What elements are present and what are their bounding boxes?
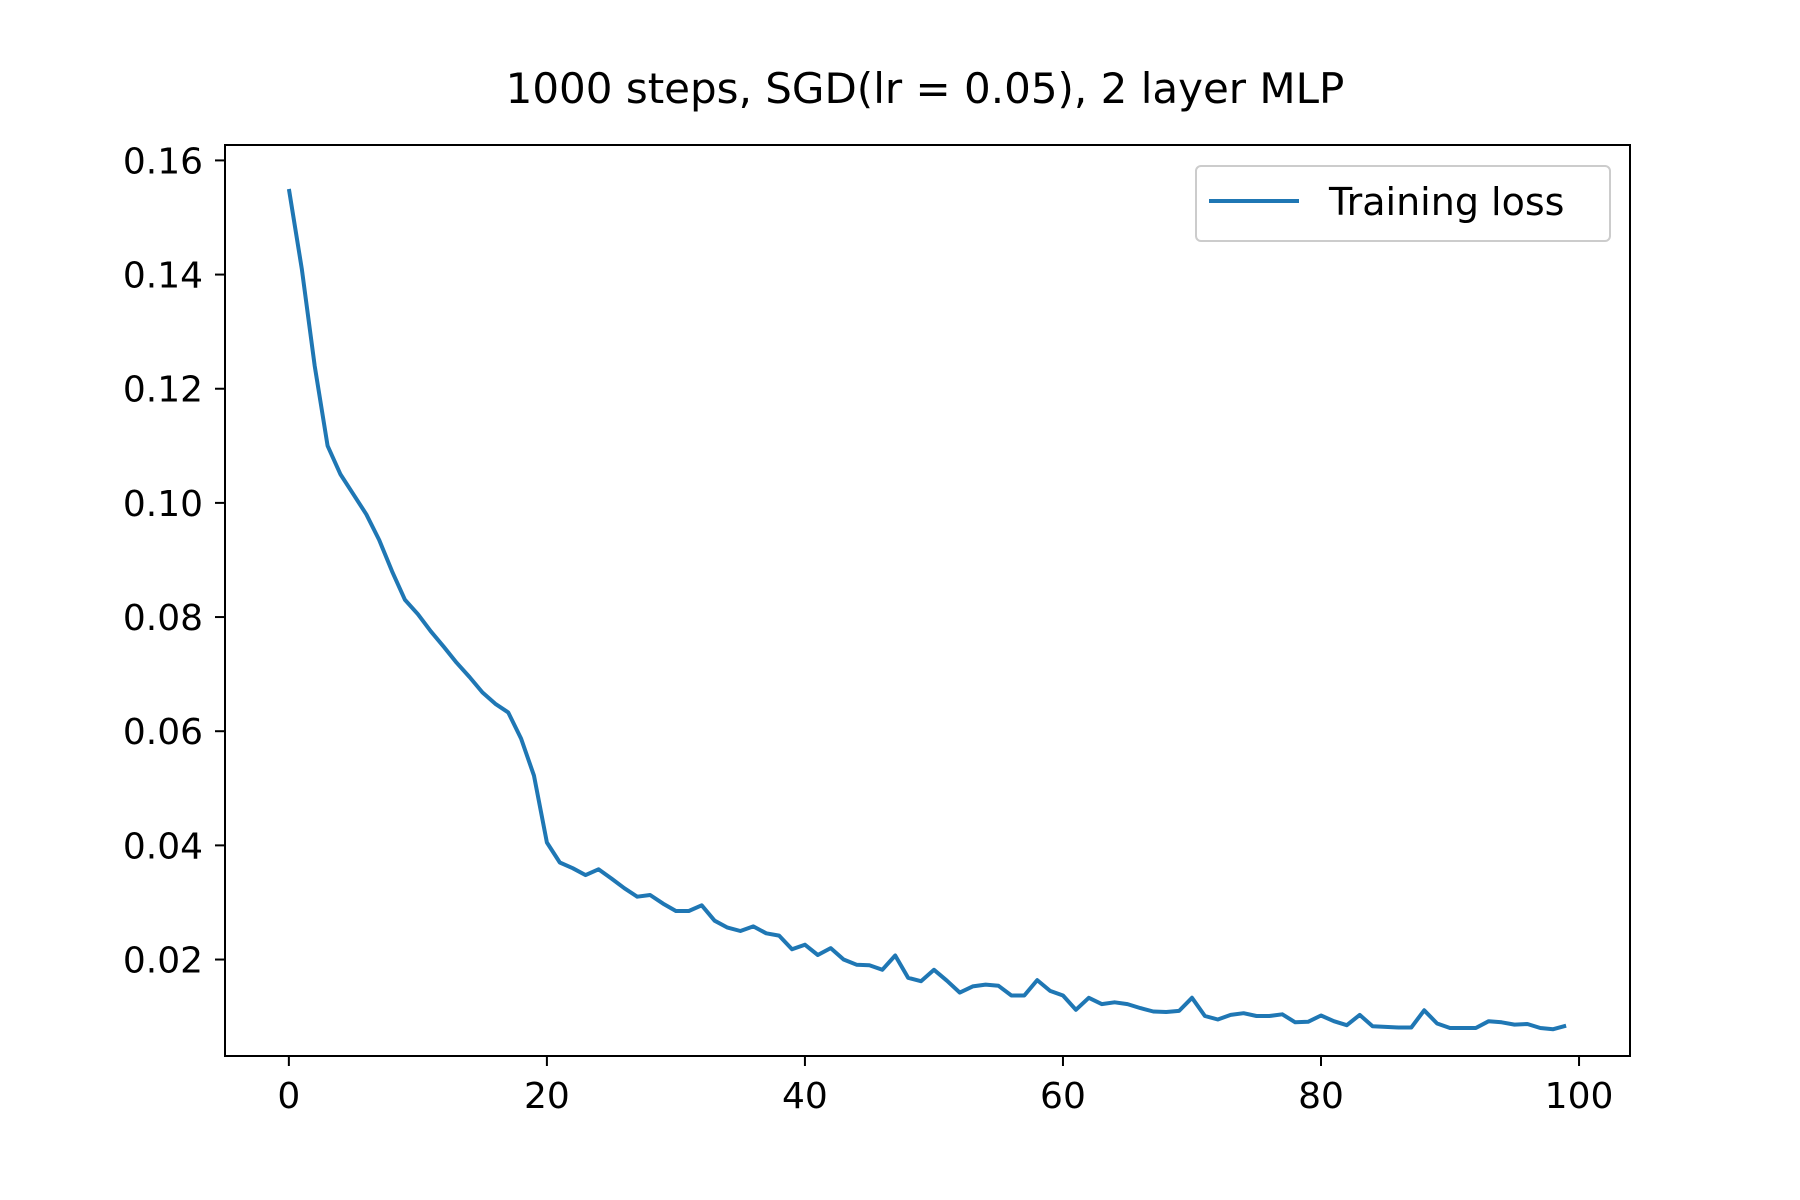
- y-tick-label: 0.06: [123, 712, 203, 753]
- y-tick-label: 0.14: [123, 256, 203, 297]
- x-tick-label: 100: [1545, 1076, 1614, 1117]
- y-tick-label: 0.04: [123, 826, 203, 867]
- x-tick-label: 60: [1040, 1076, 1086, 1117]
- training-loss-line: [286, 188, 1567, 1032]
- y-tick-label: 0.02: [123, 941, 203, 982]
- y-tick-label: 0.08: [123, 598, 203, 639]
- x-tick-label: 0: [277, 1076, 300, 1117]
- y-tick-label: 0.10: [123, 484, 203, 525]
- x-tick-label: 40: [782, 1076, 828, 1117]
- chart-title: 1000 steps, SGD(lr = 0.05), 2 layer MLP: [506, 64, 1345, 113]
- axes-frame: [224, 144, 1631, 1057]
- legend: Training loss: [1195, 165, 1611, 242]
- y-tick-label: 0.12: [123, 370, 203, 411]
- x-tick-label: 80: [1298, 1076, 1344, 1117]
- x-axis: 0 20 40 60 80 100: [277, 1056, 1613, 1117]
- x-tick-label: 20: [524, 1076, 570, 1117]
- y-axis: 0.02 0.04 0.06 0.08 0.10 0.12 0.14 0.16: [123, 141, 225, 982]
- legend-box: [1195, 165, 1611, 242]
- plot-area: [286, 188, 1567, 1032]
- legend-label: Training loss: [1328, 180, 1564, 224]
- y-tick-label: 0.16: [123, 141, 203, 182]
